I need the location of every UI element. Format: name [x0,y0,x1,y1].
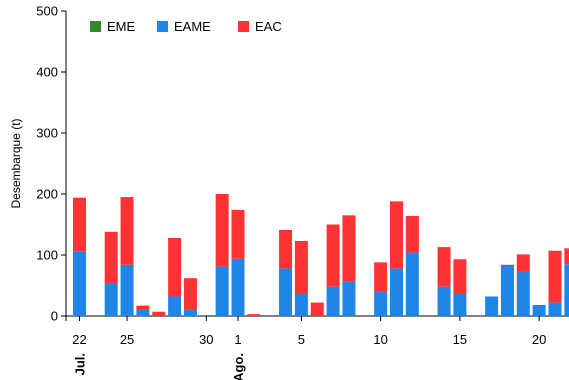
legend-swatch-eac [238,21,249,32]
x-tick-label: 15 [453,332,467,347]
y-tick-label: 500 [36,4,58,19]
bar-eame [215,266,229,316]
bar-eac [405,215,419,253]
bar-eame [437,286,451,316]
month-label: Ago. [231,353,246,380]
bar-eame [485,296,499,316]
bar-eac [453,259,467,295]
bar-eame [548,302,562,316]
x-tick-label: 20 [532,332,546,347]
bar-eac [168,237,182,297]
x-tick-label: 5 [298,332,305,347]
bar-eame [532,305,546,316]
bar-eac [231,209,245,259]
y-tick-label: 100 [36,248,58,263]
bar-eame [168,296,182,316]
bar-eac [374,262,388,292]
bar-eame [279,268,293,316]
y-tick-label: 0 [51,309,58,324]
bar-eac [136,305,150,310]
bar-eac [310,302,324,316]
bar-eame [104,283,118,316]
legend: EME EAME EAC [90,19,282,34]
bar-eame [136,309,150,316]
y-tick-label: 300 [36,126,58,141]
bar-eac [326,224,340,287]
bar-eac [294,240,308,295]
legend-label-eame: EAME [174,19,211,34]
legend-label-eac: EAC [255,19,282,34]
bars [73,194,569,316]
x-tick-label: 10 [373,332,387,347]
legend-swatch-eme [90,21,101,32]
x-tick-label: 30 [199,332,213,347]
bar-eac [247,314,261,316]
bar-eac [548,250,562,303]
bar-eac [152,311,166,316]
x-tick-label: 1 [234,332,241,347]
bar-eame [342,281,356,316]
y-axis-title: Desembarque (t) [9,118,23,208]
y-tick-label: 200 [36,187,58,202]
bar-eac [500,264,514,266]
x-tick-label: 22 [72,332,86,347]
bar-eac [390,201,403,269]
bar-eame [326,286,340,316]
y-tick-label: 400 [36,65,58,80]
bar-eac [516,254,530,272]
bar-eame [500,265,514,316]
x-tick-label: 25 [120,332,134,347]
bar-eame [183,309,197,316]
bar-eac [73,197,86,252]
bar-eame [231,258,245,316]
bar-eac [437,247,451,287]
bar-eac [564,248,569,265]
bar-eame [405,252,419,316]
bar-eac [104,231,118,284]
bar-eame [390,268,403,316]
bar-eame [73,251,86,316]
bar-eac [279,229,293,269]
bar-eame [294,294,308,316]
bar-eame [564,264,569,316]
legend-label-eme: EME [107,19,136,34]
bar-eac [120,197,134,265]
bar-eame [374,291,388,316]
bar-eame [516,271,530,316]
bar-eame [120,264,134,316]
month-label: Jul. [73,353,88,375]
bar-eame [453,294,467,316]
bar-eac [342,215,356,282]
bar-eac [215,194,229,267]
bar-eac [183,278,197,310]
legend-swatch-eame [157,21,168,32]
